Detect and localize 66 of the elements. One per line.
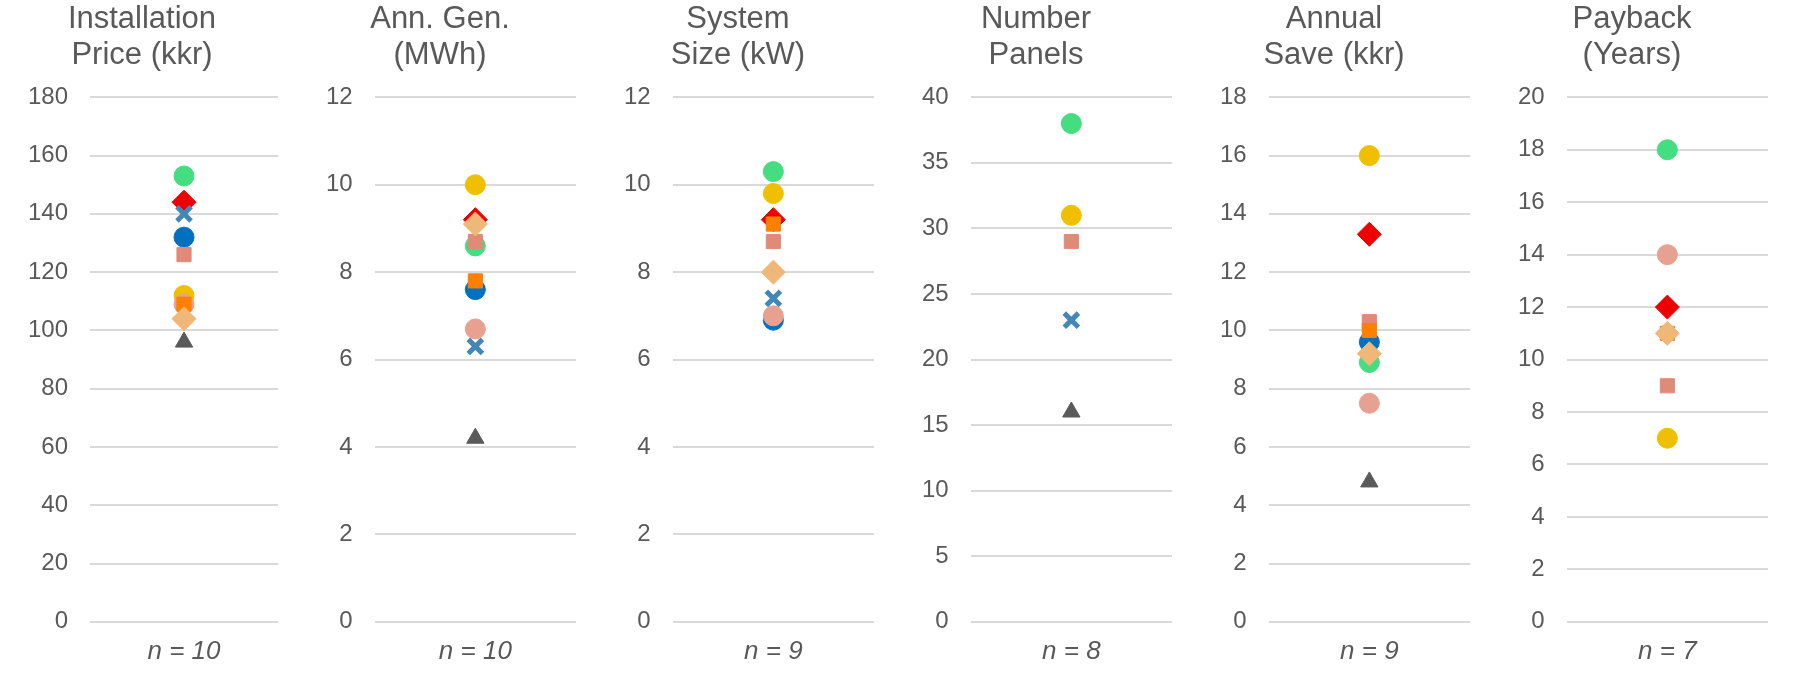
x-axis-title: n = 9	[744, 634, 803, 665]
y-tick-label: 4	[637, 431, 651, 459]
y-tick-label: 0	[637, 606, 651, 634]
y-tick-label: 2	[1531, 553, 1545, 581]
x-axis-title: n = 10	[438, 634, 513, 665]
y-tick-label: 5	[935, 540, 949, 568]
chart-title: Annual Save (kkr)	[1263, 0, 1405, 72]
chart-title: Installation Price (kkr)	[67, 0, 217, 72]
y-tick-label: 12	[623, 81, 651, 109]
y-tick-label: 0	[339, 606, 353, 634]
y-tick-label: 12	[1517, 291, 1545, 319]
x-axis-title: n = 8	[1042, 634, 1102, 665]
x-axis-title: n = 9	[1340, 634, 1399, 665]
y-tick-label: 20	[1517, 81, 1545, 109]
y-tick-label: 2	[637, 519, 651, 547]
y-tick-label: 20	[41, 548, 69, 576]
y-tick-label: 10	[1517, 344, 1545, 372]
y-tick-label: 8	[637, 256, 651, 284]
chart-title: Ann. Gen. (MWh)	[370, 0, 510, 72]
y-tick-label: 160	[28, 140, 69, 168]
y-tick-label: 180	[28, 81, 69, 109]
y-tick-label: 120	[28, 256, 69, 284]
y-tick-label: 40	[41, 489, 69, 517]
y-tick-label: 14	[1219, 198, 1247, 226]
y-tick-label: 100	[28, 315, 69, 343]
y-tick-label: 60	[41, 431, 69, 459]
y-tick-label: 2	[339, 519, 353, 547]
y-tick-label: 12	[1219, 256, 1247, 284]
y-tick-label: 80	[41, 373, 69, 401]
y-tick-label: 8	[1233, 373, 1247, 401]
y-tick-label: 4	[339, 431, 353, 459]
y-tick-label: 6	[1531, 449, 1545, 477]
y-tick-label: 16	[1517, 186, 1545, 214]
y-tick-label: 6	[339, 344, 353, 372]
y-tick-label: 0	[1531, 606, 1545, 634]
chart-title: Number Panels	[980, 0, 1092, 72]
y-tick-label: 10	[325, 169, 353, 197]
y-tick-label: 6	[637, 344, 651, 372]
y-tick-label: 4	[1531, 501, 1545, 529]
y-tick-label: 10	[1219, 315, 1247, 343]
y-tick-label: 40	[921, 81, 949, 109]
y-tick-label: 14	[1517, 239, 1545, 267]
y-tick-label: 0	[1233, 606, 1247, 634]
y-tick-label: 12	[325, 81, 353, 109]
y-tick-label: 10	[623, 169, 651, 197]
y-tick-label: 0	[54, 606, 69, 634]
y-tick-label: 10	[921, 475, 949, 503]
y-tick-label: 6	[1233, 431, 1247, 459]
y-tick-label: 20	[921, 344, 949, 372]
y-tick-label: 18	[1219, 81, 1247, 109]
chart-title: System Size (kW)	[670, 0, 806, 72]
y-tick-label: 0	[935, 606, 949, 634]
x-axis-title: n = 10	[147, 634, 222, 665]
y-tick-label: 8	[339, 256, 353, 284]
x-axis-title: n = 7	[1638, 634, 1699, 665]
y-tick-label: 15	[921, 409, 949, 437]
y-tick-label: 140	[28, 198, 69, 226]
chart-title: Payback (Years)	[1572, 0, 1692, 72]
y-tick-label: 35	[921, 147, 949, 175]
y-tick-label: 18	[1517, 134, 1545, 162]
y-tick-label: 4	[1233, 489, 1247, 517]
y-tick-label: 16	[1219, 140, 1247, 168]
y-tick-label: 30	[921, 213, 949, 241]
y-tick-label: 2	[1233, 548, 1247, 576]
y-tick-label: 8	[1531, 396, 1545, 424]
y-tick-label: 25	[921, 278, 949, 306]
